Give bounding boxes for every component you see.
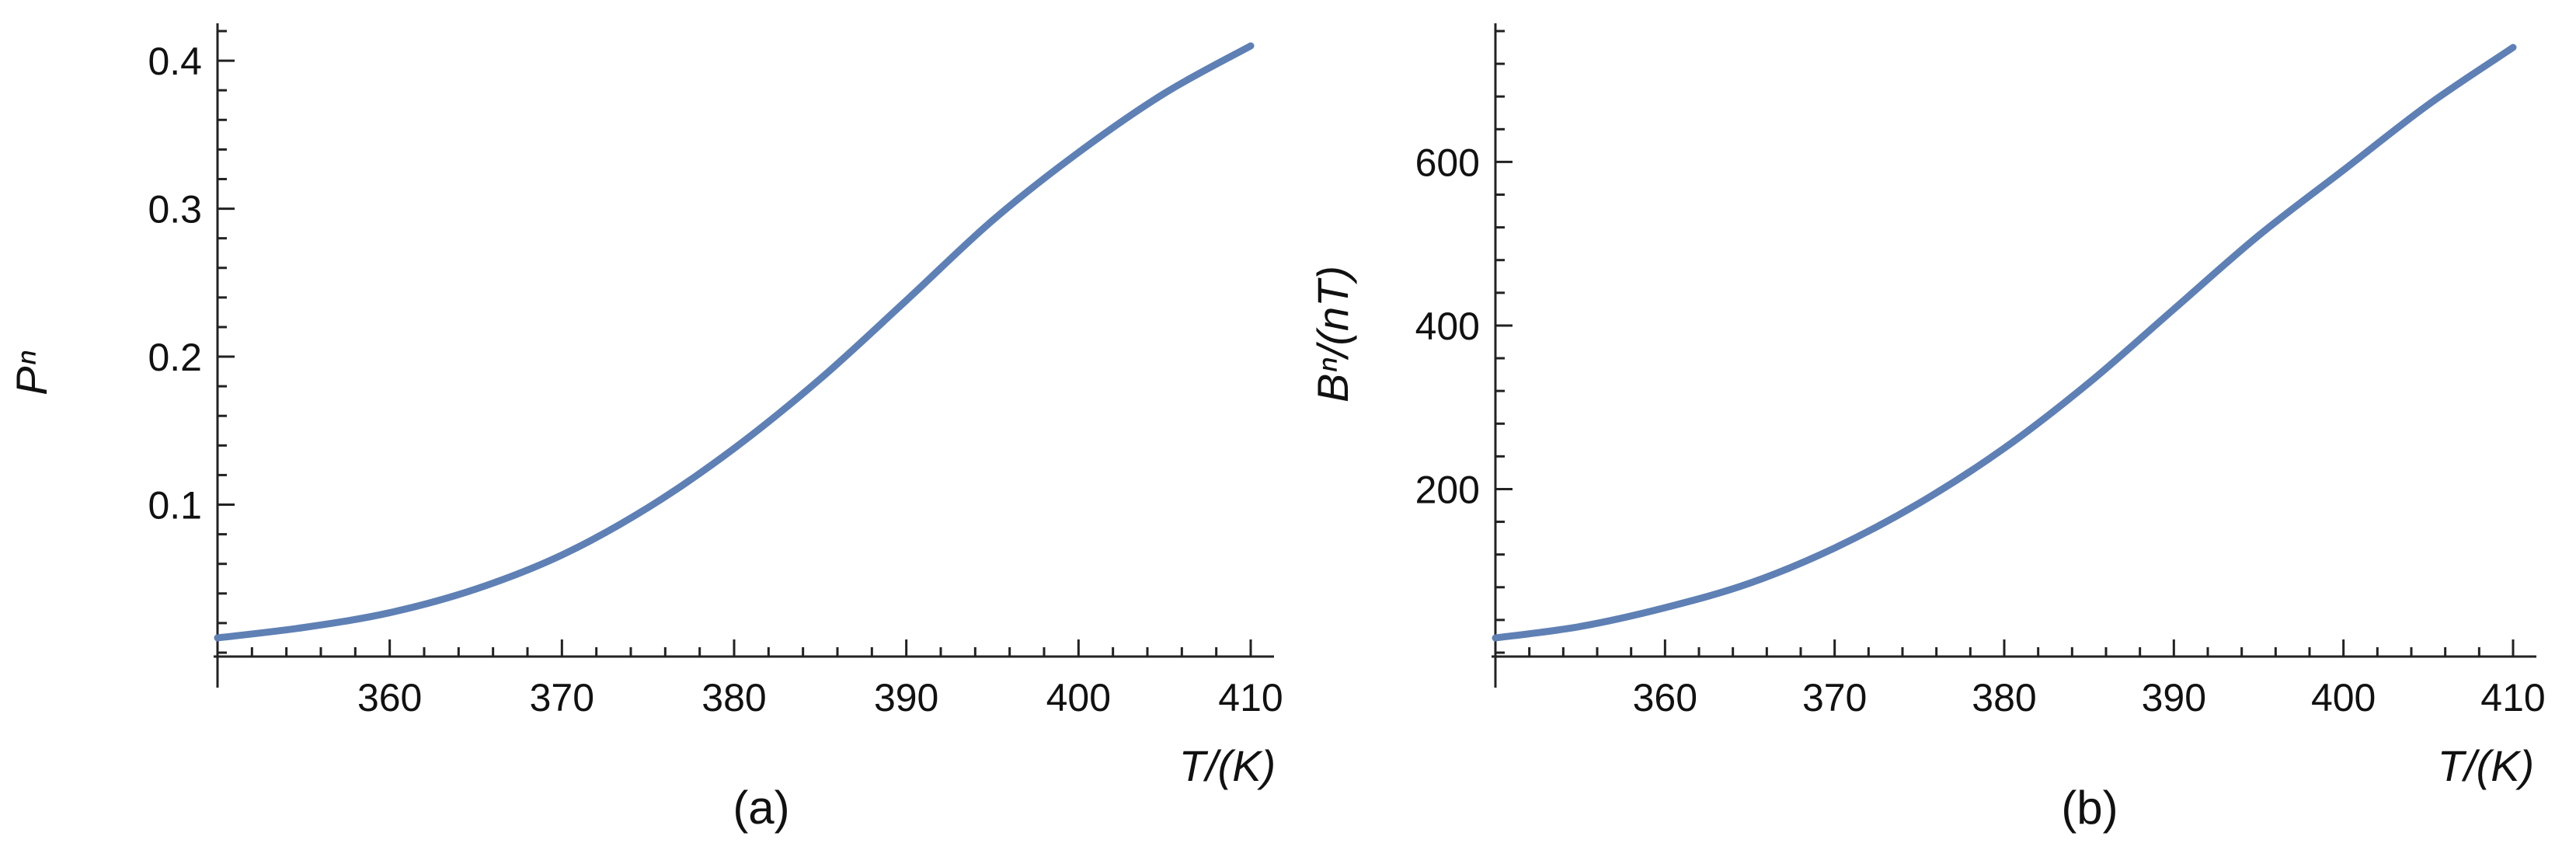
x-tick-label: 410 <box>2480 676 2545 719</box>
panel-b: 360 370 380 390 400 410 200 400 600 T/(K) Bⁿ/(nT) (… <box>1308 23 2546 834</box>
x-tick-label: 400 <box>2311 676 2376 719</box>
x-tick-label: 370 <box>530 676 594 719</box>
y-tick-label: 0.4 <box>148 40 202 83</box>
x-axis-label: T/(K) <box>1179 741 1276 790</box>
y-tick-label: 400 <box>1415 305 1480 348</box>
y-axis-label: Bⁿ/(nT) <box>1308 266 1357 402</box>
series-line <box>214 42 1255 642</box>
panel-caption: (a) <box>733 782 789 834</box>
x-tick-label: 360 <box>1633 676 1697 719</box>
x-tick-label: 410 <box>1218 676 1283 719</box>
x-tick-label: 390 <box>874 676 938 719</box>
y-tick-label: 600 <box>1415 141 1480 184</box>
panel-caption: (b) <box>2061 782 2118 834</box>
y-tick-label: 200 <box>1415 468 1480 511</box>
y-tick-label: 0.3 <box>148 188 202 232</box>
y-axis-label: Pⁿ <box>7 350 56 395</box>
series-line <box>1492 44 2517 642</box>
x-tick-label: 380 <box>701 676 766 719</box>
x-tick-label: 400 <box>1046 676 1111 719</box>
x-axis-label: T/(K) <box>2438 741 2534 790</box>
x-tick-label: 360 <box>357 676 422 719</box>
y-tick-label: 0.2 <box>148 336 202 379</box>
x-tick-label: 380 <box>1972 676 2036 719</box>
x-tick-label: 370 <box>1802 676 1867 719</box>
panel-a: 360 370 380 390 400 410 0.1 0.2 0.3 0.4 T/(K) Pⁿ (a) <box>7 23 1283 834</box>
y-tick-label: 0.1 <box>148 484 202 528</box>
x-tick-label: 390 <box>2142 676 2206 719</box>
